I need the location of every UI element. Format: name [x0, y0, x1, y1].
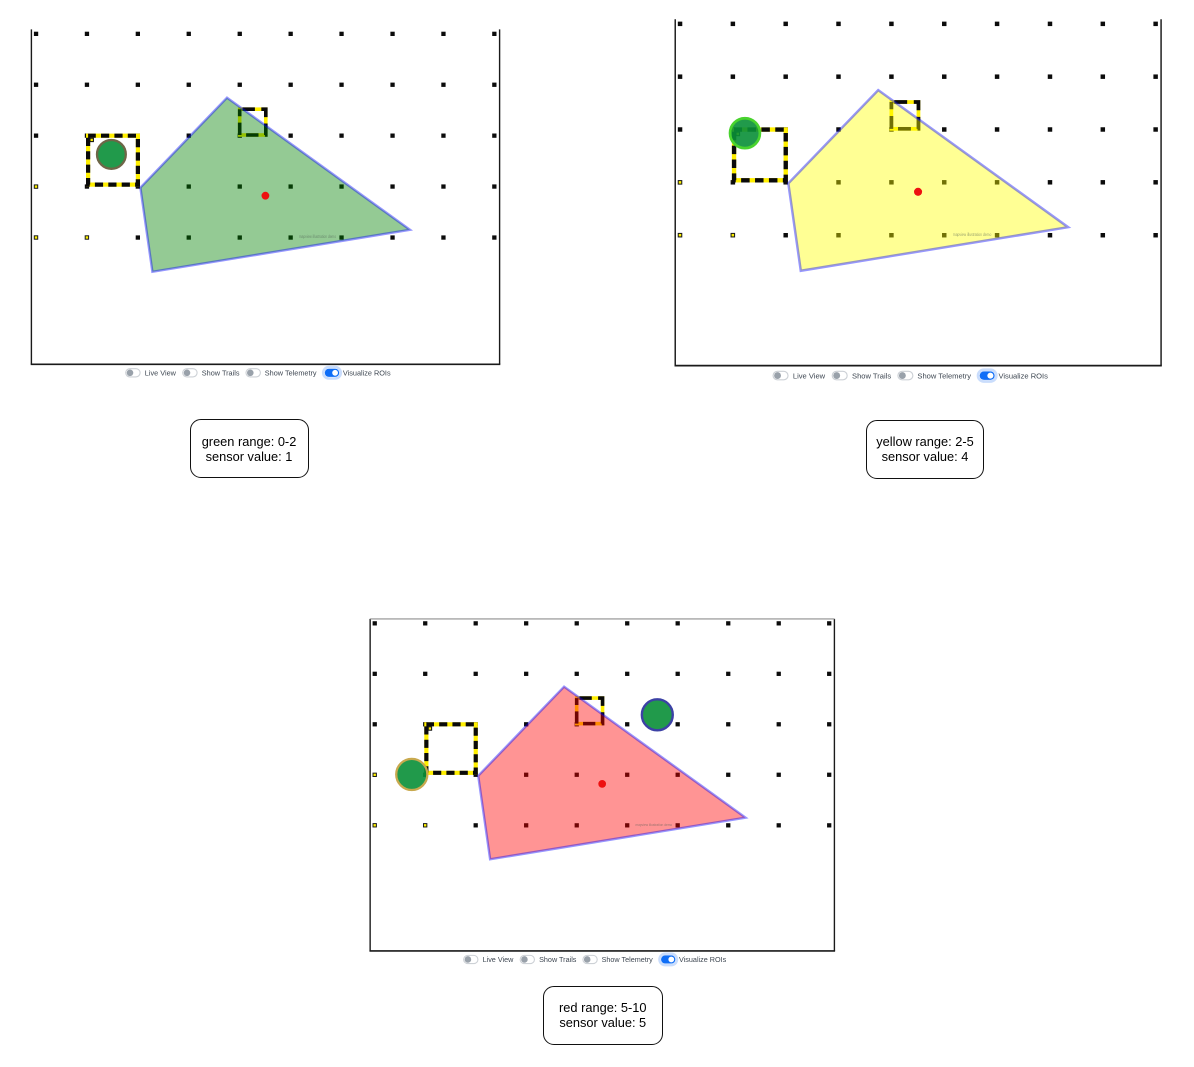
- svg-text:mapview illustration demo: mapview illustration demo: [635, 822, 672, 827]
- svg-text:Show Trails: Show Trails: [539, 955, 577, 964]
- svg-text:mapview illustration demo: mapview illustration demo: [953, 232, 992, 237]
- svg-text:Live View: Live View: [145, 368, 177, 377]
- svg-text:Show Telemetry: Show Telemetry: [917, 371, 971, 380]
- svg-text:Visualize ROIs: Visualize ROIs: [679, 955, 727, 964]
- svg-text:Show Telemetry: Show Telemetry: [602, 955, 654, 964]
- svg-text:Visualize ROIs: Visualize ROIs: [998, 371, 1048, 380]
- svg-text:mapview illustration demo: mapview illustration demo: [299, 234, 337, 239]
- svg-text:Show Telemetry: Show Telemetry: [265, 368, 317, 377]
- svg-text:Live View: Live View: [793, 371, 826, 380]
- svg-text:Show Trails: Show Trails: [852, 371, 891, 380]
- svg-text:Live View: Live View: [483, 955, 515, 964]
- svg-text:Show Trails: Show Trails: [202, 368, 240, 377]
- svg-text:Visualize ROIs: Visualize ROIs: [343, 368, 391, 377]
